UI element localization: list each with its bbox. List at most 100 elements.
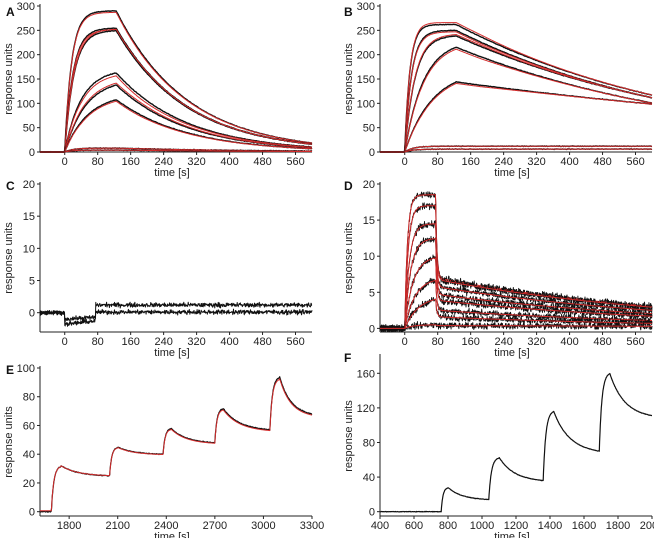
y-tick-label: 20: [23, 478, 35, 490]
y-tick-label: 250: [357, 25, 375, 37]
x-tick-label: 560: [286, 156, 304, 168]
fit-curve: [39, 378, 313, 512]
x-tick-label: 1200: [504, 520, 528, 532]
y-axis-label: response units: [3, 43, 15, 115]
y-tick-label: 50: [363, 123, 375, 135]
fit-curve: [379, 279, 653, 329]
y-tick-label: 80: [363, 437, 375, 449]
y-tick-label: 100: [17, 363, 35, 375]
y-tick-label: 40: [363, 472, 375, 484]
panel-c: C 0 5 10 15 20 0 80 160 240 320 400 480 560 time [s] re…: [3, 179, 313, 359]
fit-curve: [379, 257, 653, 329]
x-tick-label: 80: [432, 336, 444, 348]
x-tick-label: 400: [371, 520, 389, 532]
x-tick-label: 1800: [606, 520, 630, 532]
x-tick-label: 240: [154, 336, 172, 348]
fit-curve: [40, 100, 313, 153]
fit-curve: [40, 75, 313, 153]
panel-e: E 0 20 40 60 80 100 1800 2100 2400 2700 3000 3300 tim…: [3, 363, 324, 538]
measured-trace: [379, 191, 653, 332]
y-tick-label: 250: [17, 25, 35, 37]
y-tick-label: 20: [363, 179, 375, 191]
y-tick-label: 300: [357, 1, 375, 13]
x-tick-label: 2700: [203, 520, 227, 532]
panel-label: A: [6, 5, 15, 19]
x-tick-label: 160: [461, 156, 479, 168]
y-tick-label: 5: [369, 287, 375, 299]
x-tick-label: 400: [220, 156, 238, 168]
fit-curve: [380, 22, 653, 153]
x-tick-label: 400: [560, 336, 578, 348]
fit-curve: [379, 205, 653, 329]
measured-trace: [380, 29, 653, 153]
x-axis-label: time [s]: [494, 347, 529, 359]
y-tick-label: 15: [363, 215, 375, 227]
y-tick-label: 10: [23, 243, 35, 255]
x-tick-label: 160: [121, 156, 139, 168]
x-tick-label: 240: [154, 156, 172, 168]
x-tick-label: 480: [593, 156, 611, 168]
y-tick-label: 200: [357, 50, 375, 62]
panel-label: E: [6, 363, 14, 377]
y-tick-label: 150: [17, 74, 35, 86]
x-tick-label: 0: [402, 336, 408, 348]
x-tick-label: 1600: [572, 520, 596, 532]
x-tick-label: 320: [187, 156, 205, 168]
y-tick-label: 0: [29, 308, 35, 320]
y-tick-label: 50: [23, 123, 35, 135]
x-tick-label: 3300: [300, 520, 324, 532]
y-tick-label: 20: [23, 179, 35, 191]
x-tick-label: 0: [62, 156, 68, 168]
x-axis-label: time [s]: [494, 531, 529, 538]
y-axis-label: response units: [3, 406, 15, 478]
panel-b: B 0 50 100 150 200 250 300 0 80 160 240 320 400 480 560…: [343, 1, 653, 179]
x-tick-label: 0: [402, 156, 408, 168]
y-axis-label: response units: [343, 222, 355, 294]
fit-curve: [380, 34, 653, 153]
x-tick-label: 400: [560, 156, 578, 168]
fit-curve: [379, 238, 653, 329]
x-tick-label: 320: [527, 336, 545, 348]
y-tick-label: 0: [369, 147, 375, 159]
x-tick-label: 160: [121, 336, 139, 348]
x-tick-label: 320: [187, 336, 205, 348]
x-tick-label: 1000: [470, 520, 494, 532]
x-tick-label: 800: [439, 520, 457, 532]
y-axis-label: response units: [343, 400, 355, 472]
x-axis-label: time [s]: [494, 167, 529, 179]
x-tick-label: 480: [253, 156, 271, 168]
x-tick-label: 480: [253, 336, 271, 348]
x-tick-label: 560: [626, 336, 644, 348]
x-tick-label: 2100: [105, 520, 129, 532]
y-tick-label: 300: [17, 1, 35, 13]
x-tick-label: 560: [286, 336, 304, 348]
y-tick-label: 80: [23, 392, 35, 404]
fit-curve: [380, 31, 653, 153]
y-tick-label: 60: [23, 420, 35, 432]
x-tick-label: 2000: [640, 520, 654, 532]
x-tick-label: 560: [626, 156, 644, 168]
fit-curve: [40, 147, 312, 153]
x-tick-label: 240: [494, 156, 512, 168]
y-tick-label: 0: [29, 147, 35, 159]
x-tick-label: 2400: [154, 520, 178, 532]
y-tick-label: 0: [29, 507, 35, 519]
x-tick-label: 160: [461, 336, 479, 348]
panel-label: D: [344, 179, 353, 193]
x-tick-label: 1800: [57, 520, 81, 532]
fit-curve: [380, 83, 653, 153]
y-tick-label: 5: [29, 276, 35, 288]
x-tick-label: 240: [494, 336, 512, 348]
x-tick-label: 400: [220, 336, 238, 348]
fit-curve: [379, 223, 653, 329]
fit-curve: [40, 149, 312, 153]
y-axis-label: response units: [3, 222, 15, 294]
y-tick-label: 100: [357, 98, 375, 110]
x-tick-label: 480: [593, 336, 611, 348]
x-axis-label: time [s]: [154, 347, 189, 359]
x-tick-label: 80: [92, 336, 104, 348]
panel-f: F 0 40 80 120 160 400 600 800 1000 1200 1400 1600 180…: [343, 351, 654, 538]
x-tick-label: 80: [432, 156, 444, 168]
y-tick-label: 15: [23, 211, 35, 223]
